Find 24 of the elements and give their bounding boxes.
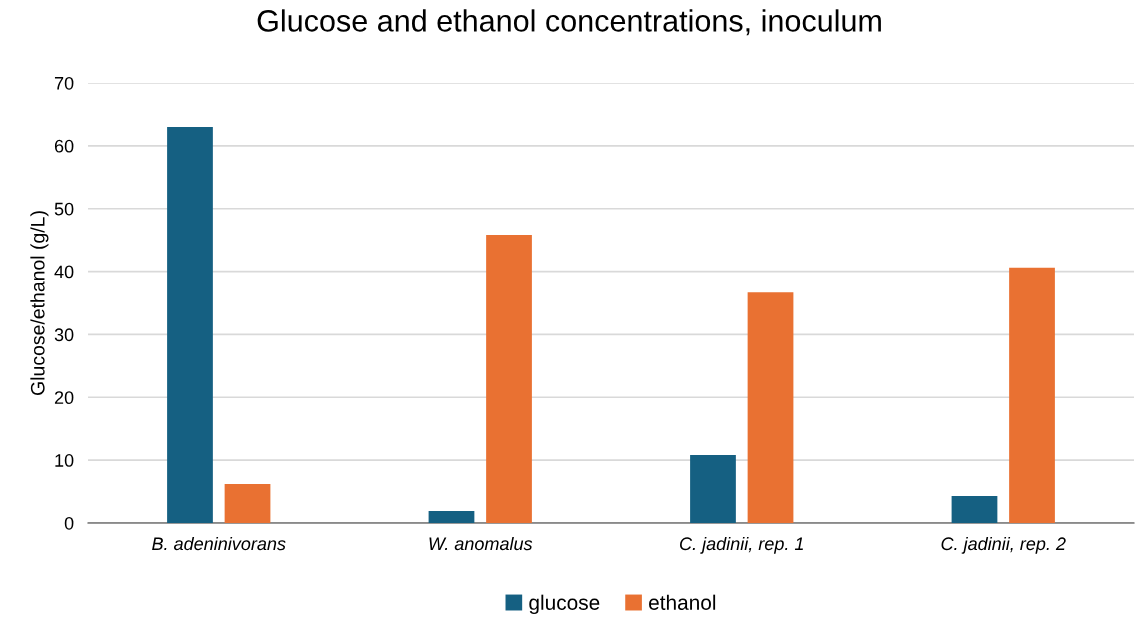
bar — [747, 292, 794, 523]
y-tick-label: 70 — [54, 76, 74, 90]
y-tick-label: 0 — [64, 516, 74, 530]
bar — [224, 484, 271, 523]
y-tick-label: 60 — [54, 139, 74, 153]
y-tick-label: 10 — [55, 454, 74, 467]
chart-title: Glucose and ethanol concentrations, inoculum — [257, 9, 881, 36]
y-tick-label: 50 — [54, 202, 74, 216]
x-tick-label: C. jadinii, rep. 2 — [941, 536, 1066, 554]
y-tick-label: 40 — [54, 265, 74, 279]
bar — [428, 511, 475, 523]
y-tick-label: 30 — [54, 328, 74, 342]
legend-label: ethanol — [649, 594, 716, 610]
bar — [1009, 267, 1055, 523]
y-axis-title: Glucose/ethanol (g/L) — [30, 211, 49, 395]
x-tick-label: W. anomalus — [429, 536, 533, 551]
bar — [486, 235, 532, 523]
bar — [951, 495, 998, 523]
x-tick-label: B. adeninivorans — [152, 536, 286, 551]
bar — [167, 127, 213, 523]
legend-label: glucose — [529, 594, 600, 615]
y-tick-label: 20 — [54, 391, 74, 405]
bar — [690, 455, 736, 523]
x-tick-label: C. jadinii, rep. 1 — [680, 536, 803, 554]
